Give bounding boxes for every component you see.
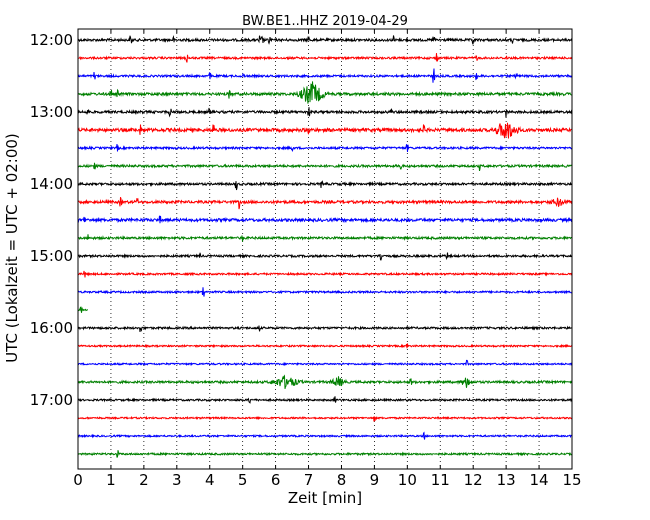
x-tick-label: 5 xyxy=(238,471,248,489)
x-tick-label: 12 xyxy=(464,471,483,489)
x-tick-label: 1 xyxy=(106,471,116,489)
x-tick-label: 0 xyxy=(73,471,83,489)
trace-1630 xyxy=(77,359,573,367)
trace-1600 xyxy=(77,325,573,333)
x-tick-label: 9 xyxy=(370,471,380,489)
x-axis-label: Zeit [min] xyxy=(288,489,362,507)
y-tick-label: 13:00 xyxy=(30,103,73,121)
trace-1215 xyxy=(77,53,573,63)
trace-1515 xyxy=(77,270,573,278)
trace-1745 xyxy=(77,450,573,458)
trace-1245 xyxy=(77,81,573,104)
y-axis-label: UTC (Lokalzeit = UTC + 02:00) xyxy=(3,133,21,363)
trace-1200 xyxy=(77,34,573,45)
y-axis: 12:00 13:00 14:00 15:00 16:00 17:00 xyxy=(30,31,572,409)
trace-group xyxy=(77,34,573,458)
x-tick-label: 14 xyxy=(530,471,549,489)
trace-1645 xyxy=(77,374,573,389)
x-tick-label: 13 xyxy=(497,471,516,489)
x-tick-label: 10 xyxy=(398,471,417,489)
trace-1315 xyxy=(77,122,573,139)
y-tick-label: 14:00 xyxy=(30,175,73,193)
trace-1330 xyxy=(77,144,573,153)
chart-title: BW.BE1..HHZ 2019-04-29 xyxy=(242,14,408,29)
trace-1500 xyxy=(77,252,573,261)
trace-1230 xyxy=(77,68,573,83)
trace-1415 xyxy=(77,197,573,210)
trace-1430 xyxy=(77,215,573,224)
x-tick-label: 7 xyxy=(304,471,314,489)
x-tick-label: 4 xyxy=(205,471,215,489)
x-tick-label: 2 xyxy=(139,471,149,489)
trace-1530 xyxy=(77,287,573,297)
trace-1730 xyxy=(77,431,573,440)
x-tick-label: 8 xyxy=(337,471,347,489)
trace-1400 xyxy=(77,179,573,191)
y-tick-label: 12:00 xyxy=(30,31,73,49)
trace-1715 xyxy=(77,415,573,422)
grid-lines xyxy=(110,29,540,469)
trace-1700 xyxy=(77,396,573,404)
plot-frame xyxy=(77,28,573,470)
x-tick-label: 11 xyxy=(431,471,450,489)
trace-1545 xyxy=(77,306,88,313)
trace-1300 xyxy=(77,107,573,118)
x-tick-label: 15 xyxy=(562,471,581,489)
x-axis: 0 1 2 3 4 5 6 7 8 9 10 11 12 13 14 15 xyxy=(73,29,582,489)
trace-1615 xyxy=(77,343,573,349)
y-tick-label: 16:00 xyxy=(30,319,73,337)
x-tick-label: 6 xyxy=(271,471,281,489)
y-tick-label: 15:00 xyxy=(30,247,73,265)
trace-1445 xyxy=(77,234,573,242)
y-tick-label: 17:00 xyxy=(30,391,73,409)
trace-1345 xyxy=(77,162,573,172)
x-tick-label: 3 xyxy=(172,471,182,489)
